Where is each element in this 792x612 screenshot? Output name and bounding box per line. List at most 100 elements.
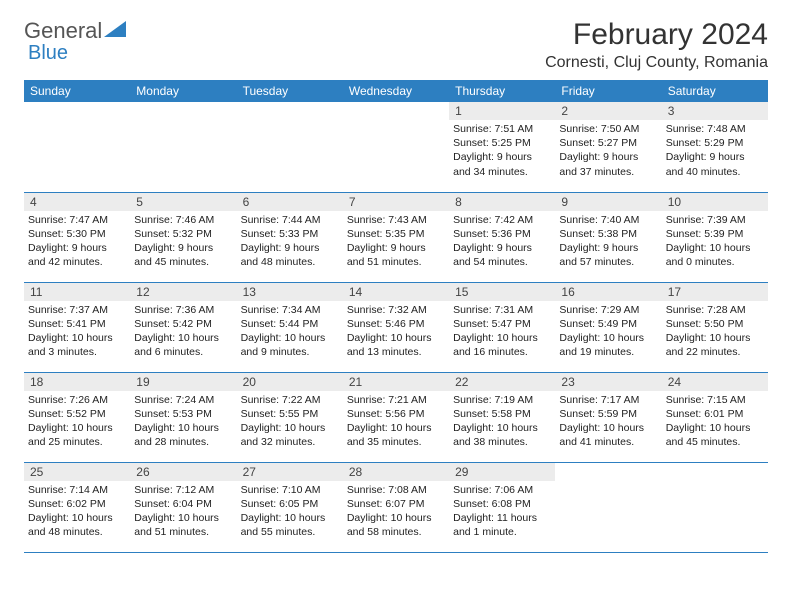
weekday-header: Thursday (449, 80, 555, 102)
calendar-day-cell: 26Sunrise: 7:12 AMSunset: 6:04 PMDayligh… (130, 462, 236, 552)
daylight-line: Daylight: 9 hours and 42 minutes. (28, 241, 126, 269)
sunset-line: Sunset: 5:25 PM (453, 136, 551, 150)
calendar-day-cell: 21Sunrise: 7:21 AMSunset: 5:56 PMDayligh… (343, 372, 449, 462)
day-number: 8 (449, 193, 555, 211)
day-details: Sunrise: 7:34 AMSunset: 5:44 PMDaylight:… (237, 301, 343, 364)
calendar-day-cell: 24Sunrise: 7:15 AMSunset: 6:01 PMDayligh… (662, 372, 768, 462)
calendar-day-cell: 11Sunrise: 7:37 AMSunset: 5:41 PMDayligh… (24, 282, 130, 372)
sunrise-line: Sunrise: 7:37 AM (28, 303, 126, 317)
calendar-day-cell: 15Sunrise: 7:31 AMSunset: 5:47 PMDayligh… (449, 282, 555, 372)
daylight-line: Daylight: 9 hours and 45 minutes. (134, 241, 232, 269)
sunset-line: Sunset: 5:41 PM (28, 317, 126, 331)
sunset-line: Sunset: 6:07 PM (347, 497, 445, 511)
sunset-line: Sunset: 6:08 PM (453, 497, 551, 511)
day-number: 9 (555, 193, 661, 211)
sunset-line: Sunset: 5:53 PM (134, 407, 232, 421)
daylight-line: Daylight: 10 hours and 6 minutes. (134, 331, 232, 359)
calendar-week-row: 11Sunrise: 7:37 AMSunset: 5:41 PMDayligh… (24, 282, 768, 372)
day-number: 24 (662, 373, 768, 391)
sunset-line: Sunset: 5:33 PM (241, 227, 339, 241)
sunset-line: Sunset: 5:29 PM (666, 136, 764, 150)
sunrise-line: Sunrise: 7:19 AM (453, 393, 551, 407)
weekday-header: Sunday (24, 80, 130, 102)
daylight-line: Daylight: 10 hours and 32 minutes. (241, 421, 339, 449)
sunset-line: Sunset: 5:36 PM (453, 227, 551, 241)
daylight-line: Daylight: 10 hours and 19 minutes. (559, 331, 657, 359)
calendar-body: 1Sunrise: 7:51 AMSunset: 5:25 PMDaylight… (24, 102, 768, 552)
day-details: Sunrise: 7:19 AMSunset: 5:58 PMDaylight:… (449, 391, 555, 454)
day-number: 1 (449, 102, 555, 120)
day-number: 16 (555, 283, 661, 301)
day-details: Sunrise: 7:17 AMSunset: 5:59 PMDaylight:… (555, 391, 661, 454)
day-number: 20 (237, 373, 343, 391)
sunrise-line: Sunrise: 7:12 AM (134, 483, 232, 497)
day-number: 2 (555, 102, 661, 120)
calendar-table: SundayMondayTuesdayWednesdayThursdayFrid… (24, 80, 768, 553)
sunset-line: Sunset: 5:42 PM (134, 317, 232, 331)
calendar-day-cell: 3Sunrise: 7:48 AMSunset: 5:29 PMDaylight… (662, 102, 768, 192)
day-details: Sunrise: 7:28 AMSunset: 5:50 PMDaylight:… (662, 301, 768, 364)
day-details: Sunrise: 7:39 AMSunset: 5:39 PMDaylight:… (662, 211, 768, 274)
daylight-line: Daylight: 11 hours and 1 minute. (453, 511, 551, 539)
day-number: 27 (237, 463, 343, 481)
daylight-line: Daylight: 10 hours and 16 minutes. (453, 331, 551, 359)
sunset-line: Sunset: 5:38 PM (559, 227, 657, 241)
daylight-line: Daylight: 10 hours and 3 minutes. (28, 331, 126, 359)
sunrise-line: Sunrise: 7:51 AM (453, 122, 551, 136)
month-title: February 2024 (545, 18, 768, 52)
daylight-line: Daylight: 9 hours and 54 minutes. (453, 241, 551, 269)
sunset-line: Sunset: 5:55 PM (241, 407, 339, 421)
sunset-line: Sunset: 5:59 PM (559, 407, 657, 421)
sunset-line: Sunset: 5:52 PM (28, 407, 126, 421)
day-number: 18 (24, 373, 130, 391)
sunrise-line: Sunrise: 7:29 AM (559, 303, 657, 317)
sunrise-line: Sunrise: 7:34 AM (241, 303, 339, 317)
day-details: Sunrise: 7:12 AMSunset: 6:04 PMDaylight:… (130, 481, 236, 544)
calendar-day-cell: 25Sunrise: 7:14 AMSunset: 6:02 PMDayligh… (24, 462, 130, 552)
calendar-day-cell: 9 Sunrise: 7:40 AMSunset: 5:38 PMDaylight… (555, 192, 661, 282)
sunset-line: Sunset: 5:47 PM (453, 317, 551, 331)
daylight-line: Daylight: 10 hours and 48 minutes. (28, 511, 126, 539)
daylight-line: Daylight: 9 hours and 34 minutes. (453, 150, 551, 178)
sunrise-line: Sunrise: 7:39 AM (666, 213, 764, 227)
sunset-line: Sunset: 5:39 PM (666, 227, 764, 241)
calendar-day-cell: 29Sunrise: 7:06 AMSunset: 6:08 PMDayligh… (449, 462, 555, 552)
calendar-day-cell: 19Sunrise: 7:24 AMSunset: 5:53 PMDayligh… (130, 372, 236, 462)
day-number: 13 (237, 283, 343, 301)
calendar-day-cell: 22Sunrise: 7:19 AMSunset: 5:58 PMDayligh… (449, 372, 555, 462)
day-details: Sunrise: 7:50 AMSunset: 5:27 PMDaylight:… (555, 120, 661, 183)
sunrise-line: Sunrise: 7:40 AM (559, 213, 657, 227)
day-details: Sunrise: 7:21 AMSunset: 5:56 PMDaylight:… (343, 391, 449, 454)
sunrise-line: Sunrise: 7:43 AM (347, 213, 445, 227)
sunrise-line: Sunrise: 7:42 AM (453, 213, 551, 227)
header: General February 2024 Cornesti, Cluj Cou… (24, 18, 768, 72)
calendar-day-cell (130, 102, 236, 192)
sunset-line: Sunset: 5:35 PM (347, 227, 445, 241)
day-number: 6 (237, 193, 343, 211)
daylight-line: Daylight: 10 hours and 35 minutes. (347, 421, 445, 449)
day-details: Sunrise: 7:44 AMSunset: 5:33 PMDaylight:… (237, 211, 343, 274)
calendar-day-cell: 7Sunrise: 7:43 AMSunset: 5:35 PMDaylight… (343, 192, 449, 282)
day-number: 3 (662, 102, 768, 120)
daylight-line: Daylight: 10 hours and 45 minutes. (666, 421, 764, 449)
sunrise-line: Sunrise: 7:08 AM (347, 483, 445, 497)
day-details: Sunrise: 7:32 AMSunset: 5:46 PMDaylight:… (343, 301, 449, 364)
calendar-day-cell: 17Sunrise: 7:28 AMSunset: 5:50 PMDayligh… (662, 282, 768, 372)
day-number: 17 (662, 283, 768, 301)
calendar-day-cell: 23Sunrise: 7:17 AMSunset: 5:59 PMDayligh… (555, 372, 661, 462)
calendar-day-cell: 5Sunrise: 7:46 AMSunset: 5:32 PMDaylight… (130, 192, 236, 282)
day-number: 5 (130, 193, 236, 211)
sunset-line: Sunset: 6:04 PM (134, 497, 232, 511)
daylight-line: Daylight: 9 hours and 57 minutes. (559, 241, 657, 269)
day-details: Sunrise: 7:36 AMSunset: 5:42 PMDaylight:… (130, 301, 236, 364)
day-number: 23 (555, 373, 661, 391)
calendar-header-row: SundayMondayTuesdayWednesdayThursdayFrid… (24, 80, 768, 102)
sunrise-line: Sunrise: 7:21 AM (347, 393, 445, 407)
sunrise-line: Sunrise: 7:24 AM (134, 393, 232, 407)
sunset-line: Sunset: 5:58 PM (453, 407, 551, 421)
sunset-line: Sunset: 5:32 PM (134, 227, 232, 241)
daylight-line: Daylight: 10 hours and 58 minutes. (347, 511, 445, 539)
sunrise-line: Sunrise: 7:22 AM (241, 393, 339, 407)
sunset-line: Sunset: 5:50 PM (666, 317, 764, 331)
weekday-header: Saturday (662, 80, 768, 102)
